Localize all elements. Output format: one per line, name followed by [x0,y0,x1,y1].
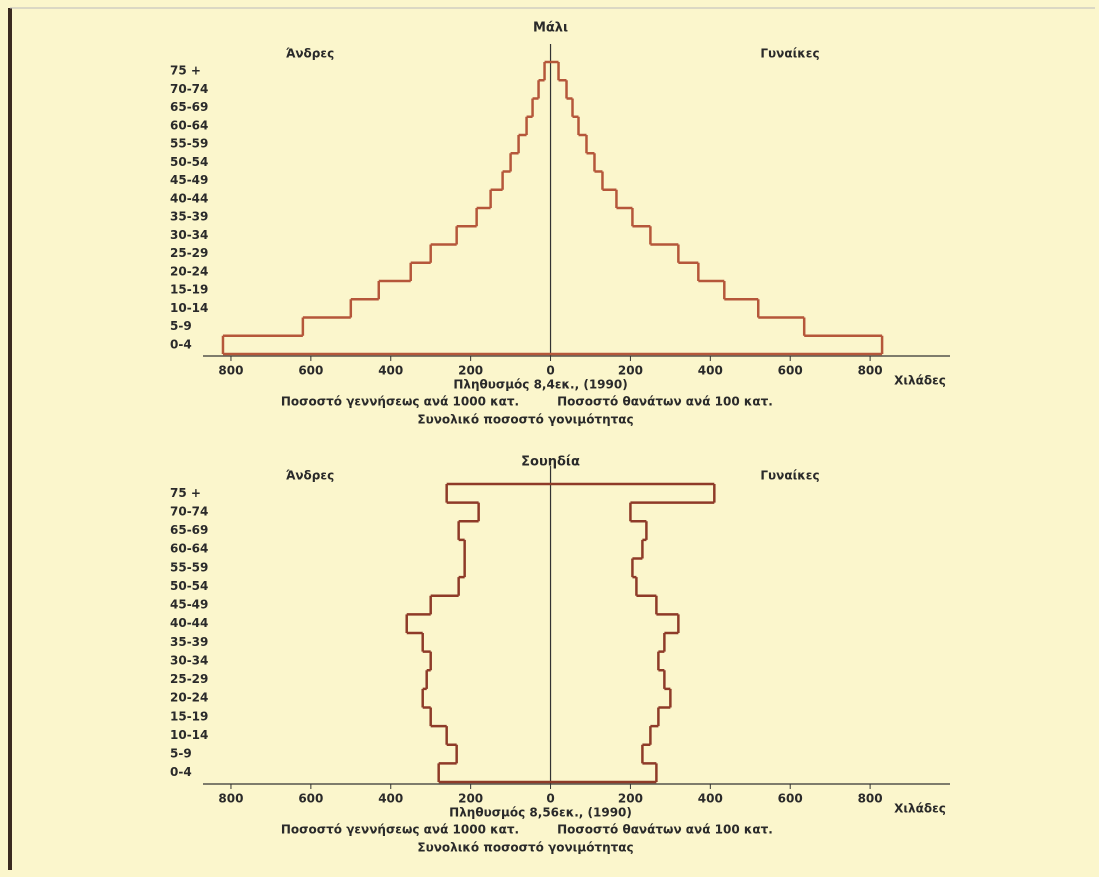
note: Ποσοστό θανάτων ανά 100 κατ. [557,823,773,837]
y-tick-label: 75 + [170,486,201,500]
y-tick-label: 65-69 [170,100,208,114]
y-tick-label: 55-59 [170,560,208,574]
y-tick-label: 10-14 [170,301,208,315]
note: Ποσοστό γεννήσεως ανά 1000 κατ. [281,395,519,409]
y-tick-label: 5-9 [170,319,192,333]
chart-title: Μάλι [533,21,568,36]
y-tick-label: 20-24 [170,691,208,705]
left-label: Άνδρες [286,47,334,61]
left-label: Άνδρες [286,469,334,483]
y-tick-label: 0-4 [170,765,192,779]
x-tick-label: 800 [218,364,243,378]
note: Ποσοστό γεννήσεως ανά 1000 κατ. [281,823,519,837]
y-tick-label: 5-9 [170,747,192,761]
x-tick-label: 600 [298,364,323,378]
note: Πληθυσμός 8,56εκ., (1990) [449,806,632,820]
x-tick-label: 200 [618,364,643,378]
x-tick-label: 600 [778,364,803,378]
note: Συνολικό ποσοστό γονιμότητας [417,413,633,427]
y-tick-label: 15-19 [170,709,208,723]
y-tick-label: 75 + [170,64,201,78]
x-tick-label: 200 [458,792,483,806]
x-tick-label: 200 [618,792,643,806]
y-tick-label: 0-4 [170,337,192,351]
y-tick-label: 40-44 [170,616,208,630]
right-label: Γυναίκες [760,47,819,61]
note: Ποσοστό θανάτων ανά 100 κατ. [557,395,773,409]
x-tick-label: 200 [458,364,483,378]
y-tick-label: 60-64 [170,542,208,556]
y-tick-label: 70-74 [170,82,208,96]
x-tick-label: 400 [698,792,723,806]
y-tick-label: 55-59 [170,137,208,151]
x-tick-label: 400 [378,364,403,378]
x-tick-label: 400 [378,792,403,806]
x-tick-label: 0 [546,792,554,806]
y-tick-label: 50-54 [170,155,208,169]
x-tick-label: 800 [858,364,883,378]
x-tick-label: 400 [698,364,723,378]
y-tick-label: 10-14 [170,728,208,742]
x-tick-label: 600 [778,792,803,806]
note: Πληθυσμός 8,4εκ., (1990) [453,378,627,392]
y-tick-label: 70-74 [170,504,208,518]
y-tick-label: 30-34 [170,653,208,667]
y-tick-label: 45-49 [170,173,208,187]
x-tick-label: 0 [546,364,554,378]
x-axis-title: Χιλάδες [894,802,946,816]
y-tick-label: 50-54 [170,579,208,593]
y-tick-label: 30-34 [170,228,208,242]
x-tick-label: 800 [218,792,243,806]
chart-title: Σουηδία [521,455,580,470]
note: Συνολικό ποσοστό γονιμότητας [417,841,633,855]
y-tick-label: 35-39 [170,210,208,224]
y-tick-label: 60-64 [170,118,208,132]
y-tick-label: 15-19 [170,283,208,297]
x-tick-label: 600 [298,792,323,806]
y-tick-label: 65-69 [170,523,208,537]
y-tick-label: 25-29 [170,672,208,686]
y-tick-label: 35-39 [170,635,208,649]
right-label: Γυναίκες [760,469,819,483]
y-tick-label: 45-49 [170,598,208,612]
y-tick-label: 20-24 [170,264,208,278]
x-axis-title: Χιλάδες [894,374,946,388]
y-tick-label: 40-44 [170,191,208,205]
x-tick-label: 800 [858,792,883,806]
y-tick-label: 25-29 [170,246,208,260]
